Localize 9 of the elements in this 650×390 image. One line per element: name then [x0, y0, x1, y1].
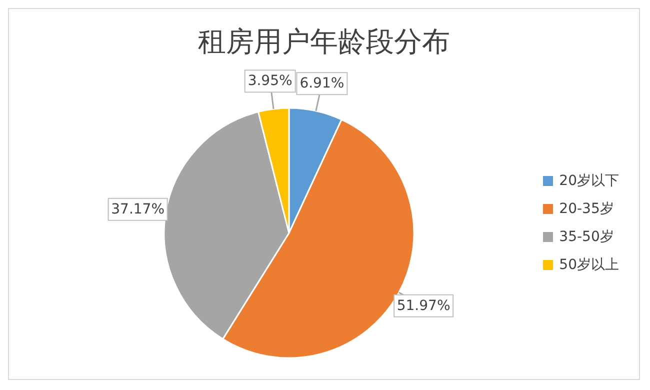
data-label: 6.91% — [300, 76, 344, 92]
legend-label: 20-35岁 — [559, 200, 614, 218]
data-label: 37.17% — [111, 201, 165, 218]
data-label: 3.95% — [248, 73, 292, 90]
legend-label: 35-50岁 — [559, 228, 614, 246]
data-label: 51.97% — [396, 298, 450, 314]
legend-label: 50岁以上 — [559, 256, 619, 274]
chart-title: 租房用户年龄段分布 — [197, 24, 451, 60]
legend-label: 20岁以下 — [559, 172, 619, 190]
